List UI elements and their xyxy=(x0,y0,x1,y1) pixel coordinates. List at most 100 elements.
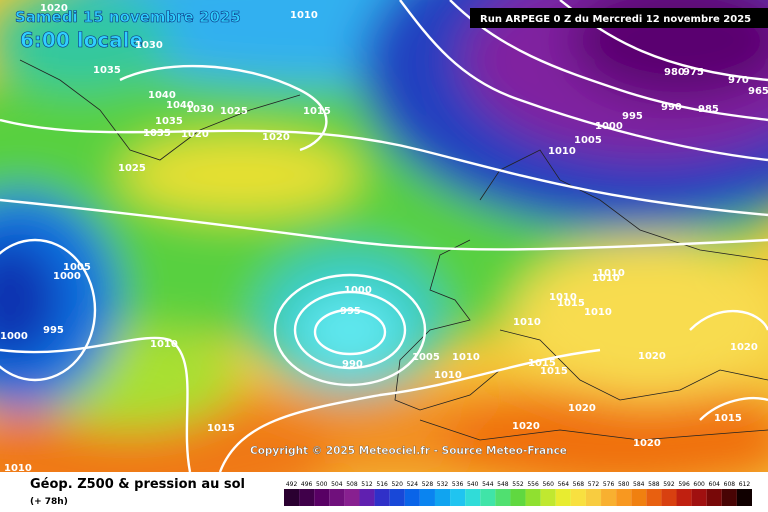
isobar-label: 1035 xyxy=(143,128,171,139)
scale-cell xyxy=(616,489,632,506)
isobar-label: 1000 xyxy=(0,331,28,342)
scale-cell xyxy=(555,489,571,506)
isobars xyxy=(0,0,768,472)
isobar-label: 1010 xyxy=(452,352,480,363)
color-scale: 492 496 500 504 508 512 516 520 524 528 532 536 540 5… xyxy=(284,481,752,506)
isobar-label: 1000 xyxy=(595,121,623,132)
scale-cell xyxy=(585,489,602,506)
footer-title: Géop. Z500 & pression au sol xyxy=(30,477,245,492)
isobar-label: 1000 xyxy=(344,285,372,296)
isobar-label: 1020 xyxy=(40,3,68,14)
isobar-label: 980 xyxy=(664,67,685,78)
scale-cell xyxy=(450,489,466,506)
scale-cell xyxy=(570,489,586,506)
scale-cell xyxy=(691,489,707,506)
isobar-label: 1030 xyxy=(135,40,163,51)
isobar-label: 1015 xyxy=(303,106,331,117)
isobar-label: 1005 xyxy=(574,135,602,146)
scale-label: 540 xyxy=(467,481,479,488)
scale-cell xyxy=(465,489,481,506)
isobar-label: 1015 xyxy=(557,298,585,309)
scale-label: 528 xyxy=(422,481,434,488)
isobar-label: 1015 xyxy=(714,413,742,424)
isobar-label: 970 xyxy=(728,75,749,86)
scale-cell xyxy=(661,489,677,506)
isobar-label: 995 xyxy=(622,111,643,122)
isobar-label: 1025 xyxy=(220,106,248,117)
scale-cell xyxy=(510,489,526,506)
isobar-label: 1040 xyxy=(148,90,176,101)
scale-cell xyxy=(525,489,541,506)
isobar-label: 1010 xyxy=(150,339,178,350)
isobar-label: 1010 xyxy=(548,146,576,157)
isobar-label: 965 xyxy=(748,86,768,97)
scale-label: 536 xyxy=(452,481,464,488)
isobar-label: 990 xyxy=(661,102,682,113)
isobar-label: 1025 xyxy=(118,163,146,174)
isobar-label: 985 xyxy=(698,104,719,115)
isobar-label: 1015 xyxy=(207,423,235,434)
scale-label: 604 xyxy=(709,481,721,488)
isobar-label: 995 xyxy=(340,306,361,317)
scale-label: 492 xyxy=(286,481,298,488)
scale-label: 500 xyxy=(316,481,328,488)
isobar-label: 995 xyxy=(43,325,64,336)
isobar-label: 1020 xyxy=(512,421,540,432)
scale-label: 580 xyxy=(618,481,630,488)
run-box xyxy=(470,8,768,28)
isobar-label: 1020 xyxy=(633,438,661,449)
scale-cell xyxy=(359,489,375,506)
scale-label: 576 xyxy=(603,481,615,488)
scale-cell xyxy=(736,489,752,506)
scale-cell xyxy=(374,489,390,506)
scale-label: 592 xyxy=(663,481,675,488)
scale-cell xyxy=(299,489,315,506)
scale-cell xyxy=(646,489,662,506)
isobar-label: 1015 xyxy=(528,358,556,369)
scale-cell xyxy=(480,489,496,506)
isobar-label: 1010 xyxy=(549,292,577,303)
isobar-label: 1020 xyxy=(730,342,758,353)
scale-label: 516 xyxy=(376,481,388,488)
scale-cell xyxy=(676,489,692,506)
scale-label: 612 xyxy=(739,481,751,488)
scale-label: 504 xyxy=(331,481,343,488)
scale-label: 532 xyxy=(437,481,449,488)
scale-label: 552 xyxy=(512,481,524,488)
scale-label: 556 xyxy=(527,481,539,488)
scale-cell xyxy=(434,489,451,506)
isobar-label: 1010 xyxy=(290,10,318,21)
isobar-label: 1010 xyxy=(584,307,612,318)
isobar-label: 1020 xyxy=(181,129,209,140)
scale-label: 560 xyxy=(542,481,554,488)
scale-cell xyxy=(419,489,435,506)
isobar-label: 1005 xyxy=(63,262,91,273)
scale-label: 608 xyxy=(724,481,736,488)
forecast-time: 6:00 locale xyxy=(20,28,143,52)
isobar-label: 1010 xyxy=(513,317,541,328)
scale-cell xyxy=(631,489,647,506)
scale-label: 596 xyxy=(678,481,690,488)
scale-label: 524 xyxy=(407,481,419,488)
scale-cell xyxy=(314,489,330,506)
isobar-label: 1020 xyxy=(262,132,290,143)
isobar-label: 1020 xyxy=(568,403,596,414)
isobar-label: 1015 xyxy=(540,366,568,377)
isobar-label: 1035 xyxy=(155,116,183,127)
run-info: Run ARPEGE 0 Z du Mercredi 12 novembre 2… xyxy=(480,14,751,25)
forecast-date: Samedi 15 novembre 2025 xyxy=(15,8,241,26)
scale-label: 496 xyxy=(301,481,313,488)
isobar-label: 1035 xyxy=(93,65,121,76)
scale-label: 512 xyxy=(361,481,373,488)
coastlines xyxy=(19,59,768,441)
scale-label: 520 xyxy=(391,481,403,488)
scale-label: 564 xyxy=(558,481,570,488)
scale-cell xyxy=(404,489,420,506)
copyright: Copyright © 2025 Meteociel.fr - Source M… xyxy=(250,445,567,457)
isobar-label: 1020 xyxy=(638,351,666,362)
isobar-label: 975 xyxy=(683,67,704,78)
scale-label: 584 xyxy=(633,481,645,488)
